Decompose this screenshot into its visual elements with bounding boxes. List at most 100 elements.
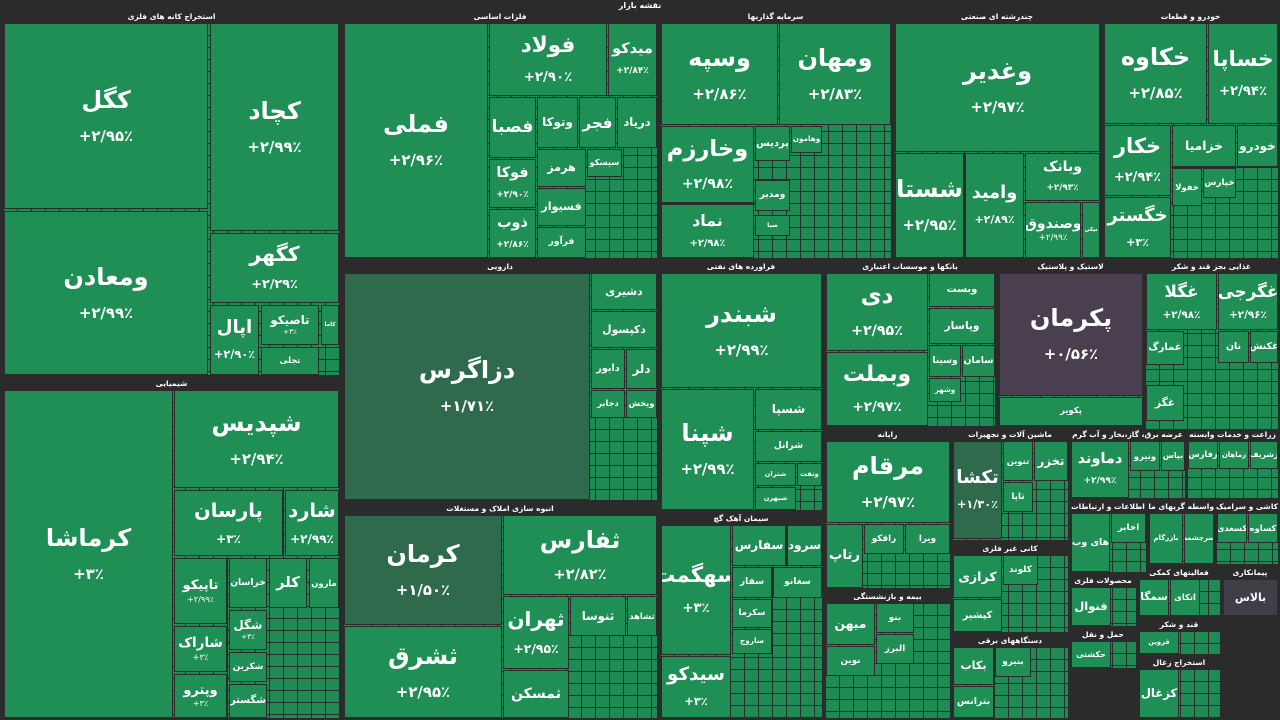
- stock-tile[interactable]: اتکای: [1170, 579, 1200, 616]
- stock-tile[interactable]: دی +۲/۹۵٪: [826, 273, 928, 351]
- stock-tile[interactable]: وبملت +۲/۹۷٪: [826, 352, 928, 426]
- stock-tile[interactable]: کچاد +۲/۹۹٪: [210, 23, 339, 231]
- stock-tile[interactable]: وامید +۲/۸۹٪: [965, 153, 1024, 258]
- stock-tile[interactable]: فوکا +۲/۹۰٪: [489, 159, 536, 208]
- stock-tile[interactable]: میهن: [826, 603, 875, 645]
- stock-tile[interactable]: اپال +۲/۹۰٪: [210, 305, 259, 375]
- stock-tile[interactable]: ذوب +۲/۸۶٪: [489, 209, 536, 258]
- stock-tile[interactable]: ثفارس +۲/۸۲٪: [503, 515, 657, 595]
- stock-tile[interactable]: ومدیر: [755, 180, 790, 211]
- stock-tile[interactable]: غگلا +۲/۹۸٪: [1146, 273, 1217, 330]
- stock-tile[interactable]: مرقام +۲/۹۷٪: [826, 441, 950, 523]
- stock-tile[interactable]: دابور: [591, 349, 625, 389]
- stock-tile[interactable]: سیسکو: [587, 149, 622, 177]
- stock-tile[interactable]: کساوه: [1248, 513, 1278, 543]
- stock-tile[interactable]: پکرمان +۰/۵۶٪: [999, 273, 1143, 396]
- stock-tile[interactable]: کاما: [321, 305, 339, 345]
- stock-tile[interactable]: هرمز: [537, 149, 586, 187]
- stock-tile[interactable]: بنو: [876, 603, 914, 633]
- stock-tile[interactable]: سغانو: [773, 567, 822, 598]
- stock-tile[interactable]: پارسان +۳٪: [174, 490, 283, 556]
- stock-tile[interactable]: دکپسول: [591, 311, 657, 348]
- stock-tile[interactable]: کگهر +۲/۲۹٪: [210, 233, 339, 303]
- stock-tile[interactable]: کزغال: [1139, 669, 1179, 718]
- stock-tile[interactable]: سرچشمه: [1184, 513, 1214, 564]
- stock-tile[interactable]: پکویر: [999, 397, 1143, 426]
- stock-tile[interactable]: غکنش: [1250, 331, 1278, 363]
- stock-tile[interactable]: حکشتی: [1071, 641, 1111, 668]
- stock-tile[interactable]: شبهرن: [755, 487, 796, 510]
- stock-tile[interactable]: دشیری: [591, 273, 657, 310]
- stock-tile[interactable]: دلر: [626, 349, 657, 389]
- stock-tile[interactable]: غگز: [1146, 385, 1184, 421]
- stock-tile[interactable]: قزوین: [1139, 631, 1179, 654]
- stock-tile[interactable]: دماوند +۲/۹۹٪: [1071, 441, 1129, 498]
- stock-tile[interactable]: خکاوه +۲/۸۵٪: [1104, 23, 1207, 124]
- stock-tile[interactable]: بپاس: [1161, 441, 1185, 471]
- stock-tile[interactable]: وپاسار: [929, 308, 995, 344]
- stock-tile[interactable]: شپدیس +۲/۹۴٪: [174, 390, 339, 488]
- stock-tile[interactable]: میدکو +۲/۸۴٪: [608, 23, 657, 96]
- stock-tile[interactable]: غگرجی +۲/۹۶٪: [1218, 273, 1278, 330]
- stock-tile[interactable]: های وب: [1071, 513, 1110, 572]
- stock-tile[interactable]: سهگمت +۳٪: [661, 525, 731, 655]
- stock-tile[interactable]: نوین: [826, 646, 875, 676]
- stock-tile[interactable]: ونفت: [797, 463, 822, 486]
- stock-tile[interactable]: سکرما: [732, 599, 772, 628]
- stock-tile[interactable]: شبندر +۲/۹۹٪: [661, 273, 822, 388]
- stock-tile[interactable]: کرماشا +۳٪: [4, 390, 173, 718]
- stock-tile[interactable]: بترانس: [953, 686, 994, 718]
- stock-tile[interactable]: وغدیر +۲/۹۷٪: [895, 23, 1100, 152]
- stock-tile[interactable]: اخابر: [1111, 513, 1146, 543]
- stock-tile[interactable]: تکشا +۱/۳۰٪: [953, 441, 1002, 539]
- stock-tile[interactable]: شتران: [755, 463, 796, 486]
- stock-tile[interactable]: نان: [1218, 331, 1249, 363]
- stock-tile[interactable]: وسپه +۲/۸۶٪: [661, 23, 778, 125]
- stock-tile[interactable]: بکاب: [953, 647, 994, 685]
- stock-tile[interactable]: زشریف: [1250, 441, 1278, 469]
- stock-tile[interactable]: تاپا: [1003, 482, 1033, 512]
- stock-tile[interactable]: ومعادن +۲/۹۹٪: [4, 211, 208, 375]
- stock-tile[interactable]: خراسان: [229, 558, 267, 608]
- stock-tile[interactable]: ثمسکن: [503, 670, 569, 718]
- stock-tile[interactable]: تجلی: [261, 347, 319, 375]
- stock-tile[interactable]: خفولا: [1172, 168, 1202, 206]
- stock-tile[interactable]: وشهر: [929, 378, 961, 402]
- stock-tile[interactable]: شارد +۲/۹۹٪: [285, 490, 339, 556]
- stock-tile[interactable]: مارون: [309, 558, 339, 608]
- stock-tile[interactable]: بنیرو: [995, 647, 1031, 677]
- stock-tile[interactable]: تخزر: [1034, 441, 1068, 481]
- stock-tile[interactable]: کسعدی: [1217, 513, 1247, 543]
- stock-tile[interactable]: تاپیکو +۲/۹۹٪: [174, 558, 227, 624]
- stock-tile[interactable]: وخارزم +۲/۹۸٪: [661, 126, 754, 203]
- stock-tile[interactable]: رتاپ: [826, 524, 863, 588]
- stock-tile[interactable]: شاراک +۳٪: [174, 626, 227, 672]
- stock-tile[interactable]: خودرو: [1237, 125, 1278, 167]
- stock-tile[interactable]: غمارگ: [1146, 331, 1184, 365]
- stock-tile[interactable]: سامان: [962, 345, 995, 377]
- stock-tile[interactable]: شکربن: [229, 652, 267, 682]
- stock-tile[interactable]: وپترو +۳٪: [174, 674, 227, 718]
- stock-tile[interactable]: دریاد: [617, 97, 657, 148]
- stock-tile[interactable]: تاصیکو +۳٪: [261, 305, 319, 345]
- stock-tile[interactable]: شستا +۲/۹۵٪: [895, 153, 964, 258]
- stock-tile[interactable]: زماهان: [1219, 441, 1249, 469]
- stock-tile[interactable]: بالاس: [1223, 579, 1278, 616]
- stock-tile[interactable]: ثنوسا: [570, 596, 626, 636]
- stock-tile[interactable]: سفار: [732, 567, 772, 598]
- stock-tile[interactable]: خساپا +۲/۹۴٪: [1208, 23, 1278, 124]
- stock-tile[interactable]: خزامیا: [1172, 125, 1236, 167]
- stock-tile[interactable]: ساروج: [732, 629, 772, 654]
- stock-tile[interactable]: وسینا: [929, 345, 961, 377]
- stock-tile[interactable]: ثشاهد: [627, 596, 657, 636]
- stock-tile[interactable]: رافکو: [864, 524, 904, 554]
- stock-tile[interactable]: شرانل: [755, 431, 822, 462]
- stock-tile[interactable]: فرآور: [537, 227, 586, 258]
- stock-tile[interactable]: کلر: [269, 558, 307, 608]
- stock-tile[interactable]: شگل +۳٪: [229, 610, 267, 650]
- stock-tile[interactable]: تنوین: [1003, 441, 1033, 481]
- stock-tile[interactable]: کرمان +۱/۵۰٪: [344, 515, 502, 625]
- stock-tile[interactable]: سرود: [787, 525, 822, 566]
- stock-tile[interactable]: فسیوار: [537, 188, 586, 226]
- stock-tile[interactable]: سیدکو +۳٪: [661, 656, 731, 718]
